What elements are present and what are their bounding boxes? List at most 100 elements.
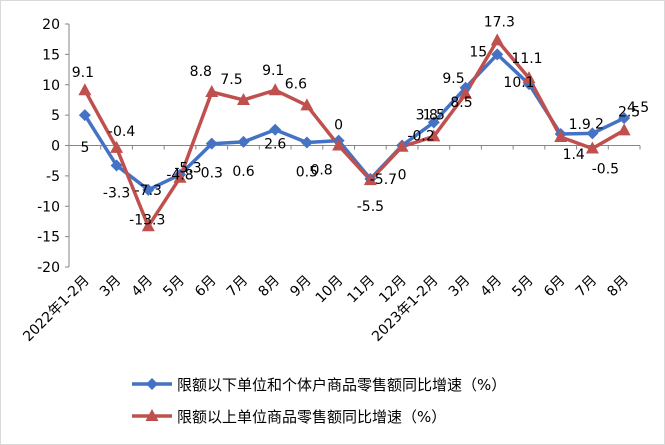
data-label: 0.5 <box>296 165 318 181</box>
data-label: 4.5 <box>627 100 649 116</box>
data-label: 0.8 <box>310 163 332 179</box>
legend-label-1: 限额以下单位和个体户商品零售额同比增速（%） <box>177 376 506 394</box>
series-line-2 <box>83 38 625 229</box>
data-label: 11.1 <box>511 51 542 67</box>
x-tick-label: 9月 <box>287 273 315 301</box>
diamond-marker <box>269 123 282 136</box>
legend-triangle-marker <box>145 409 159 421</box>
triangle-marker <box>173 170 187 183</box>
x-tick-label: 7月 <box>573 273 601 301</box>
triangle-marker <box>300 98 314 111</box>
series-lines <box>83 38 625 229</box>
data-label: 0 <box>398 168 407 184</box>
legend-diamond-marker <box>146 378 158 390</box>
data-label: 5 <box>80 140 89 156</box>
data-label: 8.5 <box>450 95 472 111</box>
x-tick-label: 4月 <box>129 273 157 301</box>
data-label: 1.9 <box>569 117 591 133</box>
data-label: 8.8 <box>190 64 212 80</box>
triangle-marker <box>395 139 409 152</box>
triangle-marker <box>110 140 124 153</box>
data-label: 3.8 <box>416 107 438 123</box>
y-tick-label: 15 <box>42 47 60 63</box>
data-label: 6.6 <box>285 76 307 92</box>
diamond-marker <box>618 112 631 125</box>
diamond-marker <box>142 183 155 196</box>
data-label: -5.5 <box>357 199 384 215</box>
y-tick-label: -20 <box>37 260 60 276</box>
data-label: 2.5 <box>618 104 640 120</box>
y-tick-label: -5 <box>46 169 60 185</box>
data-label: 0.3 <box>201 166 223 182</box>
triangle-marker <box>490 33 504 46</box>
triangle-marker <box>522 71 536 84</box>
diamond-marker <box>491 48 504 61</box>
triangle-marker <box>554 129 568 142</box>
x-tick-label: 11月 <box>344 273 378 307</box>
series-line-1 <box>83 52 625 192</box>
y-tick-label: -15 <box>37 230 60 246</box>
data-label: -13.3 <box>129 212 165 228</box>
triangle-marker <box>205 85 219 98</box>
diamond-marker <box>586 127 599 140</box>
data-label: -5.3 <box>174 161 201 177</box>
triangle-marker <box>585 141 599 154</box>
data-label: 15 <box>469 44 487 60</box>
data-label: 1.5 <box>423 107 445 123</box>
diamond-marker <box>110 159 123 172</box>
data-label: -0.5 <box>592 162 619 178</box>
x-tick-label: 8月 <box>604 273 632 301</box>
x-tick-label: 6月 <box>541 273 569 301</box>
diamond-marker <box>205 137 218 150</box>
triangle-marker <box>617 123 631 136</box>
diamond-marker <box>237 135 250 148</box>
data-label: 9.5 <box>442 71 464 87</box>
series-markers <box>78 33 631 232</box>
x-tick-label: 2022年1-2月 <box>20 273 92 345</box>
x-tick-label: 6月 <box>192 273 220 301</box>
data-label: -3.3 <box>103 186 130 202</box>
triangle-marker <box>363 173 377 186</box>
data-label: 1.4 <box>563 147 585 163</box>
data-label: 2 <box>595 116 604 132</box>
data-label: 9.1 <box>262 63 284 79</box>
data-label: -4.8 <box>166 168 193 184</box>
data-label: 9.1 <box>72 65 94 81</box>
y-tick-label: -10 <box>37 199 60 215</box>
x-tick-label: 7月 <box>224 273 252 301</box>
legend: 限额以下单位和个体户商品零售额同比增速（%） 限额以上单位商品零售额同比增速（%） <box>132 376 506 426</box>
data-label: 2.6 <box>264 137 286 153</box>
data-labels: 5 -3.3 -7.3-4.8 0.3 0.6 2.6 0.50.8 -5.5 0 3.8 9.5 1… <box>72 14 649 228</box>
y-tick-label: 5 <box>51 108 60 124</box>
x-tick-label: 3月 <box>97 273 125 301</box>
data-label: 0 <box>334 118 343 134</box>
triangle-marker <box>236 92 250 105</box>
x-tick-label: 5月 <box>160 273 188 301</box>
x-tick-label: 8月 <box>256 273 284 301</box>
diamond-marker <box>427 116 440 129</box>
y-tick-label: 10 <box>42 78 60 94</box>
triangle-marker <box>268 83 282 96</box>
triangle-marker <box>427 129 441 142</box>
data-label: 17.3 <box>484 14 515 30</box>
legend-label-2: 限额以上单位商品零售额同比增速（%） <box>177 408 446 426</box>
data-label: 7.5 <box>220 72 242 88</box>
y-tick-label: 0 <box>51 139 60 155</box>
data-label: -7.3 <box>135 183 162 199</box>
x-tick-label: 3月 <box>446 273 474 301</box>
triangle-marker <box>459 86 473 99</box>
y-tick-label: 20 <box>42 17 60 33</box>
data-label: 0.6 <box>232 164 254 180</box>
x-tick-label: 10月 <box>313 273 347 307</box>
triangle-marker <box>141 219 155 232</box>
data-label: 10.1 <box>503 75 534 91</box>
diamond-marker <box>300 136 313 149</box>
x-tick-label: 5月 <box>509 273 537 301</box>
data-label: -0.4 <box>108 124 135 140</box>
triangle-marker <box>332 138 346 151</box>
data-label: -5.7 <box>370 172 397 188</box>
diamond-marker <box>78 109 91 122</box>
